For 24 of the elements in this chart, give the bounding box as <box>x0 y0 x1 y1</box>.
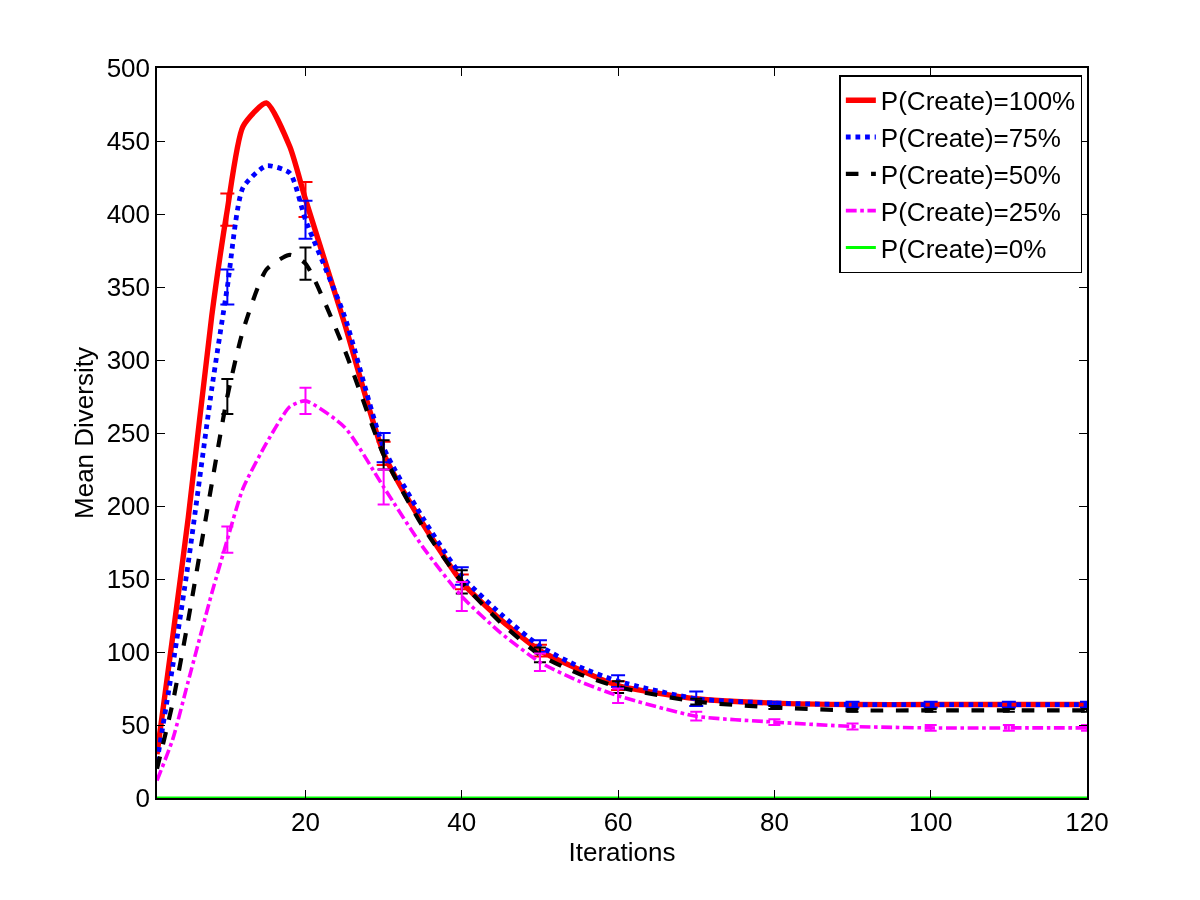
y-tick-label: 100 <box>106 637 151 668</box>
x-tick-label: 80 <box>759 806 789 837</box>
y-tick-label: 200 <box>106 491 151 522</box>
legend-label: P(Create)=0% <box>880 233 1047 264</box>
y-tick-label: 400 <box>106 199 151 230</box>
y-tick-label: 250 <box>106 418 151 449</box>
y-tick-label: 450 <box>106 126 151 157</box>
x-tick-label: 100 <box>909 806 953 837</box>
legend-label: P(Create)=100% <box>880 86 1076 117</box>
y-tick-label: 150 <box>106 564 151 595</box>
y-tick-label: 50 <box>121 710 151 741</box>
x-tick-label: 20 <box>291 806 320 837</box>
y-axis-title: Mean Diversity <box>68 347 99 519</box>
x-tick-label: 60 <box>603 806 633 837</box>
y-tick-label: 300 <box>106 345 151 376</box>
legend-label: P(Create)=50% <box>880 159 1061 190</box>
x-tick-label: 40 <box>447 806 477 837</box>
x-axis-title: Iterations <box>568 836 676 867</box>
y-tick-label: 350 <box>106 272 151 303</box>
y-tick-label: 0 <box>135 783 151 814</box>
y-tick-label: 500 <box>106 53 151 84</box>
legend-label: P(Create)=75% <box>880 123 1061 154</box>
x-tick-label: 120 <box>1065 806 1109 837</box>
legend-label: P(Create)=25% <box>880 196 1061 227</box>
